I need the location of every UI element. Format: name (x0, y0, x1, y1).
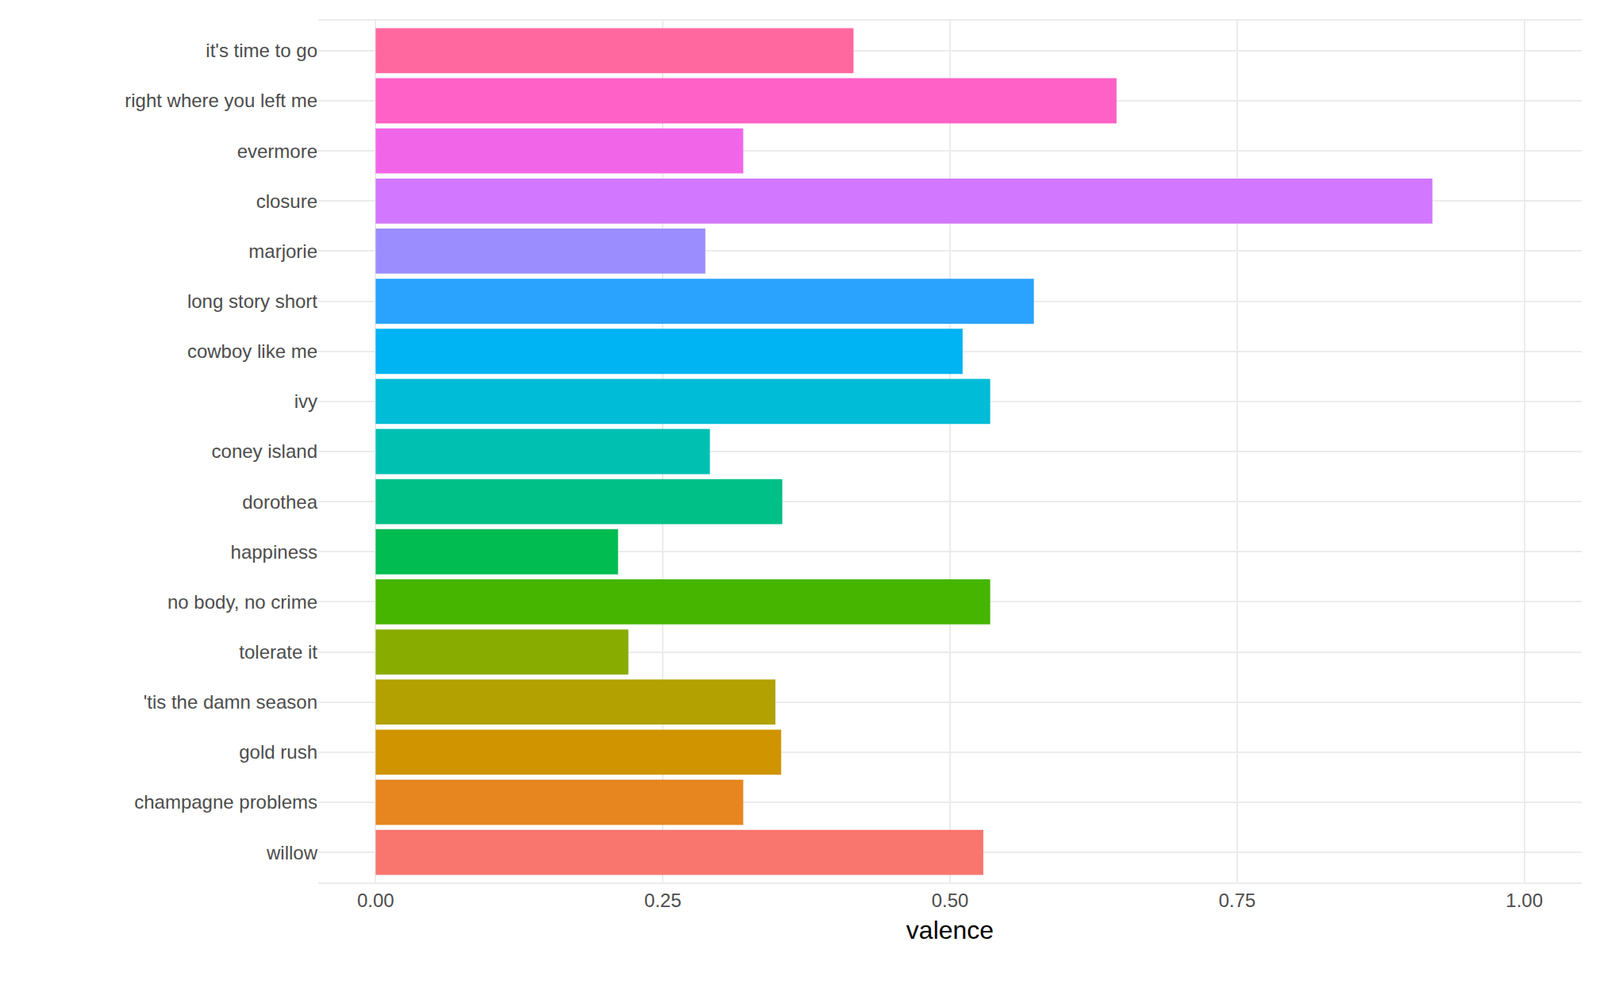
svg-text:dorothea: dorothea (242, 491, 318, 513)
svg-text:it's time to go: it's time to go (205, 39, 318, 62)
svg-text:'tis the damn season: 'tis the damn season (143, 691, 318, 713)
svg-text:no body, no crime: no body, no crime (167, 591, 318, 613)
svg-text:gold rush: gold rush (238, 741, 318, 763)
svg-text:evermore: evermore (237, 140, 318, 162)
svg-text:right where you left me: right where you left me (124, 89, 318, 112)
svg-text:1.00: 1.00 (1505, 889, 1543, 912)
svg-text:0.75: 0.75 (1218, 889, 1256, 912)
svg-text:long story short: long story short (187, 290, 318, 312)
svg-text:tolerate it: tolerate it (238, 641, 318, 663)
svg-text:valence: valence (906, 915, 994, 945)
svg-text:0.00: 0.00 (357, 889, 395, 912)
svg-text:ivy: ivy (294, 390, 318, 412)
svg-text:willow: willow (265, 842, 319, 864)
svg-text:closure: closure (256, 190, 318, 212)
svg-text:marjorie: marjorie (248, 240, 318, 262)
svg-text:coney island: coney island (211, 440, 318, 462)
svg-text:champagne problems: champagne problems (134, 791, 318, 813)
svg-text:cowboy like me: cowboy like me (187, 340, 318, 362)
svg-text:0.50: 0.50 (931, 889, 970, 912)
svg-text:0.25: 0.25 (644, 889, 682, 912)
svg-text:happiness: happiness (230, 541, 318, 563)
